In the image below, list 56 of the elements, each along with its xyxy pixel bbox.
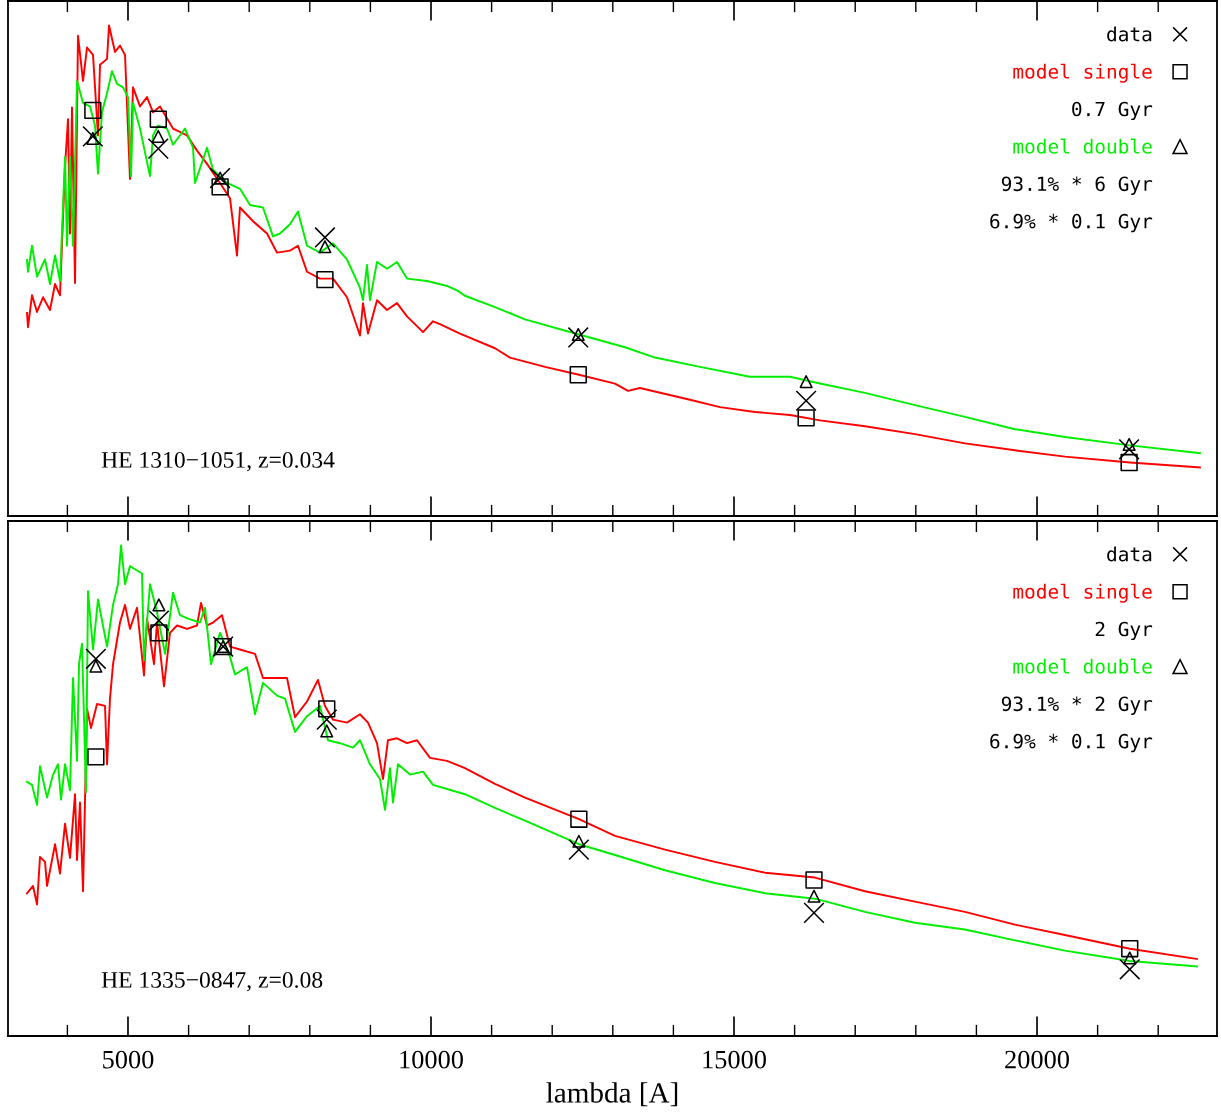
point: [318, 240, 332, 254]
point: [316, 709, 338, 731]
point: [152, 598, 166, 612]
point: [567, 326, 589, 349]
annotation: 6.9% * 0.1 Gyr: [990, 213, 1153, 233]
point: [151, 129, 165, 143]
annotation: 2 Gyr: [1095, 621, 1153, 641]
annotation: HE 1310−1051, z=0.034: [101, 451, 335, 472]
annotation: 6.9% * 0.1 Gyr: [990, 733, 1153, 753]
annotation: HE 1335−0847, z=0.08: [101, 971, 323, 992]
legend-label: data: [1107, 546, 1152, 562]
point: [1118, 438, 1140, 460]
point: [318, 700, 336, 718]
point: [568, 839, 590, 861]
point: [571, 327, 585, 342]
point: [1121, 940, 1139, 958]
point: [89, 659, 103, 673]
point: [805, 871, 823, 889]
x-tick-label: 20000: [1005, 1050, 1069, 1069]
point: [148, 609, 170, 632]
point: [316, 270, 334, 289]
annotation: 93.1% * 2 Gyr: [1001, 696, 1153, 715]
point: [149, 110, 167, 128]
point: [799, 375, 813, 389]
point: [84, 101, 102, 120]
x-tick-label: 5000: [103, 1050, 154, 1069]
point: [87, 748, 105, 766]
annotation: 93.1% * 6 Gyr: [1001, 176, 1153, 195]
point: [85, 648, 107, 670]
point: [314, 226, 336, 248]
legend-label: model double: [1013, 138, 1152, 154]
point: [803, 902, 825, 924]
legend-label: model single: [1013, 583, 1152, 603]
annotation: 0.7 Gyr: [1072, 101, 1153, 121]
point: [807, 889, 821, 903]
point: [1120, 453, 1138, 472]
point: [795, 390, 817, 412]
x-tick-label: 15000: [703, 1050, 766, 1069]
point: [147, 138, 169, 160]
x-axis-title: lambda [A]: [546, 1082, 678, 1107]
point: [82, 125, 104, 147]
legend-label: model single: [1013, 63, 1152, 83]
point: [320, 724, 334, 738]
point: [150, 624, 168, 642]
point: [86, 131, 100, 145]
point: [797, 409, 815, 427]
point: [1119, 958, 1141, 980]
point: [211, 178, 229, 196]
point: [572, 834, 586, 848]
legend-label: data: [1107, 26, 1152, 42]
legend-label: model double: [1013, 658, 1152, 674]
x-tick-label: 10000: [400, 1050, 463, 1069]
point: [1122, 437, 1136, 451]
point: [1123, 951, 1137, 965]
point: [569, 366, 587, 384]
point: [570, 810, 588, 828]
